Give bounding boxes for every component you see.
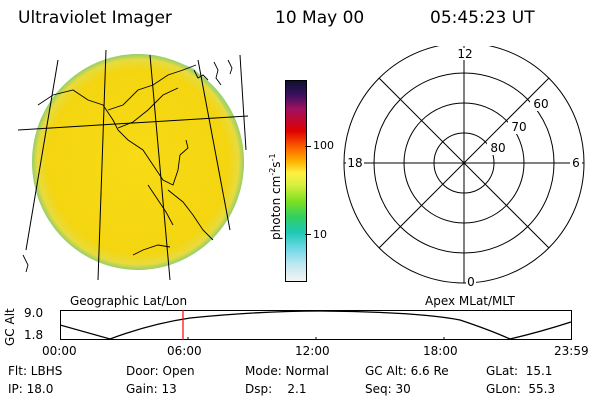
timeline-tick-0000: 00:00 [42, 344, 77, 358]
mlat-80-label: 80 [490, 141, 505, 155]
colorbar-label: photon cm-2s-1 [268, 153, 283, 240]
timeline-tick-1200: 12:00 [295, 344, 330, 358]
date-label: 10 May 00 [275, 8, 365, 28]
ip-info: IP: 18.0 [8, 382, 54, 396]
colorbar-tick-100-mark [305, 146, 311, 147]
dsp-info: Dsp: 2.1 [245, 382, 307, 396]
timeline-left-title: Geographic Lat/Lon [70, 294, 188, 308]
filter-info: Flt: LBHS [8, 364, 63, 378]
glat-info: GLat: 15.1 [486, 364, 553, 378]
timeline-y-min: 1.8 [24, 328, 44, 342]
uv-earth-image[interactable] [18, 50, 258, 290]
timeline-tick-1800: 18:00 [423, 344, 458, 358]
app-title: Ultraviolet Imager [18, 8, 172, 28]
mlat-60-label: 60 [533, 97, 548, 111]
gc-altitude-curve [60, 310, 572, 340]
glon-info: GLon: 55.3 [486, 382, 556, 396]
colorbar-tick-10-mark [305, 234, 311, 235]
timeline-y-label: GC Alt [3, 308, 17, 346]
mlt-12-label: 12 [457, 47, 472, 61]
polar-mlat-mlt-plot: 12 18 6 0 60 70 80 [343, 46, 585, 289]
colorbar-label-unit: photon cm [269, 175, 283, 240]
mlat-70-label: 70 [511, 120, 526, 134]
gc-alt-info: GC Alt: 6.6 Re [365, 364, 449, 378]
mlt-18-label: 18 [347, 156, 362, 170]
colorbar-label-s: s [269, 161, 283, 168]
door-info: Door: Open [126, 364, 195, 378]
gain-info: Gain: 13 [126, 382, 177, 396]
colorbar-tick-10: 10 [313, 228, 327, 241]
mode-info: Mode: Normal [245, 364, 329, 378]
mlt-0-label: 0 [467, 275, 475, 289]
colorbar-tick-100: 100 [313, 139, 334, 152]
timeline-y-max: 9.0 [24, 306, 44, 320]
timeline-tick-2359: 23:59 [554, 344, 589, 358]
color-scale-bar [285, 80, 307, 282]
timeline-right-title: Apex MLat/MLT [425, 294, 515, 308]
lat-lon-grid [18, 50, 249, 281]
colorbar-label-sup2: -1 [268, 153, 277, 162]
disk-texture [32, 54, 244, 270]
altitude-timeline[interactable] [60, 310, 572, 340]
mlt-6-label: 6 [572, 156, 580, 170]
colorbar-label-sup: -2 [268, 167, 277, 176]
seq-info: Seq: 30 [365, 382, 411, 396]
coastlines [22, 59, 233, 273]
time-label: 05:45:23 UT [430, 8, 535, 28]
timeline-tick-0600: 06:00 [167, 344, 202, 358]
